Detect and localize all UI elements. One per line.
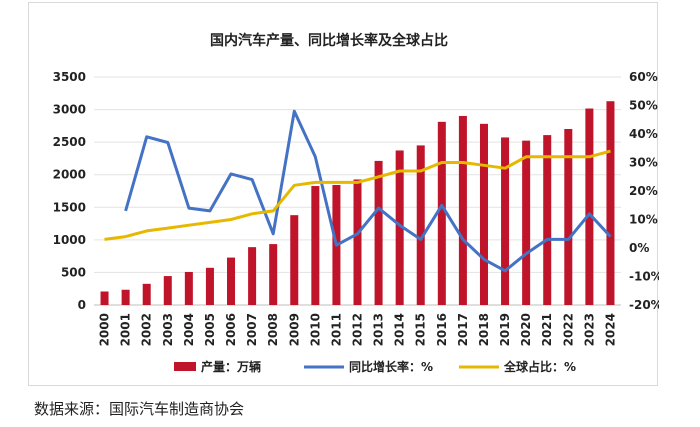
x-tick-label: 2022: [561, 313, 575, 346]
bar-production: [395, 150, 404, 305]
x-tick-label: 2023: [582, 313, 596, 346]
legend-label-production: 产量：万辆: [201, 359, 261, 374]
bar-production: [543, 135, 552, 305]
x-tick-label: 2015: [414, 313, 428, 346]
line-layer: [104, 109, 612, 273]
y-right-tick-label: 60%: [629, 70, 658, 84]
bar-production: [142, 283, 151, 305]
x-tick-label: 2004: [182, 313, 196, 346]
bar-production: [248, 247, 257, 305]
bar-layer: [100, 101, 615, 306]
bar-production: [374, 160, 383, 305]
x-tick-label: 2012: [351, 313, 365, 346]
legend-label-share: 全球占比：%: [503, 359, 576, 374]
bar-production: [501, 137, 510, 305]
y-left-tick-label: 3000: [53, 103, 86, 117]
x-tick-label: 2001: [119, 313, 133, 346]
bar-production: [564, 128, 573, 305]
y-left-tick-label: 3500: [53, 70, 86, 84]
x-tick-label: 2002: [140, 313, 154, 346]
series-line-share: [104, 149, 611, 241]
bar-production: [522, 140, 531, 305]
legend-swatch-production: [174, 362, 196, 371]
x-tick-label: 2009: [287, 313, 301, 346]
y-left-tick-label: 2500: [53, 135, 86, 149]
x-tick-label: 2018: [477, 313, 491, 346]
x-tick-label: 2013: [372, 313, 386, 346]
y-right-tick-label: 50%: [629, 99, 658, 113]
chart-title: 国内汽车产量、同比增长率及全球占比: [210, 32, 448, 49]
y-right-tick-label: 0%: [629, 241, 649, 255]
x-tick-label: 2005: [203, 313, 217, 346]
x-tick-label: 2019: [498, 313, 512, 346]
y-left-tick-label: 0: [78, 298, 86, 312]
x-tick-label: 2003: [161, 313, 175, 346]
y-right-tick-label: 20%: [629, 184, 658, 198]
y-left-tick-label: 2000: [53, 168, 86, 182]
x-tick-label: 2020: [519, 313, 533, 346]
x-tick-label: 2017: [456, 313, 470, 346]
bar-production: [311, 186, 320, 305]
bar-production: [227, 257, 236, 305]
right-axis: -20% -10% 0% 10% 20% 30% 40% 50% 60%: [629, 70, 659, 312]
x-tick-label: 2011: [329, 313, 343, 346]
bar-production: [290, 215, 299, 305]
chart-frame: 国内汽车产量、同比增长率及全球占比 0 500 1000 1500 2000 2500 30…: [28, 2, 659, 386]
chart-svg: 国内汽车产量、同比增长率及全球占比 0 500 1000 1500 2000 2500 30…: [53, 32, 659, 374]
bar-production: [121, 289, 130, 305]
y-right-tick-label: 40%: [629, 127, 658, 141]
x-tick-label: 2021: [540, 313, 554, 346]
legend-label-growth: 同比增长率：%: [349, 359, 433, 374]
bar-production: [100, 291, 109, 305]
bar-production: [606, 101, 615, 305]
y-right-tick-label: -20%: [629, 298, 659, 312]
x-tick-label: 2016: [435, 313, 449, 346]
bar-production: [205, 267, 214, 305]
bar-production: [184, 271, 193, 305]
x-tick-label: 2010: [308, 313, 322, 346]
bar-production: [163, 276, 172, 305]
bar-production: [479, 123, 488, 306]
bar-production: [437, 121, 446, 305]
y-left-tick-label: 500: [61, 265, 86, 279]
x-tick-label: 2014: [393, 313, 407, 346]
bar-production: [416, 145, 425, 305]
left-axis: 0 500 1000 1500 2000 2500 3000 3500: [53, 70, 86, 312]
bar-production: [353, 179, 362, 305]
bar-production: [458, 115, 467, 305]
y-right-tick-label: 30%: [629, 156, 658, 170]
bar-production: [269, 244, 278, 305]
x-tick-label: 2006: [224, 313, 238, 346]
x-tick-label: 2007: [245, 313, 259, 346]
y-right-tick-label: 10%: [629, 213, 658, 227]
y-right-tick-label: -10%: [629, 270, 659, 284]
x-tick-label: 2000: [98, 313, 112, 346]
source-note: 数据来源：国际汽车制造商协会: [34, 400, 245, 418]
y-left-tick-label: 1500: [53, 200, 86, 214]
x-tick-label: 2024: [603, 313, 617, 346]
y-left-tick-label: 1000: [53, 233, 86, 247]
x-tick-label: 2008: [266, 313, 280, 346]
legend: 产量：万辆 同比增长率：% 全球占比：%: [174, 359, 576, 374]
series-line-growth: [124, 109, 612, 273]
bar-production: [585, 108, 594, 305]
x-axis: 2000 2001 2002 2003 2004 2005 2006 2007 2008 2009…: [98, 313, 618, 346]
